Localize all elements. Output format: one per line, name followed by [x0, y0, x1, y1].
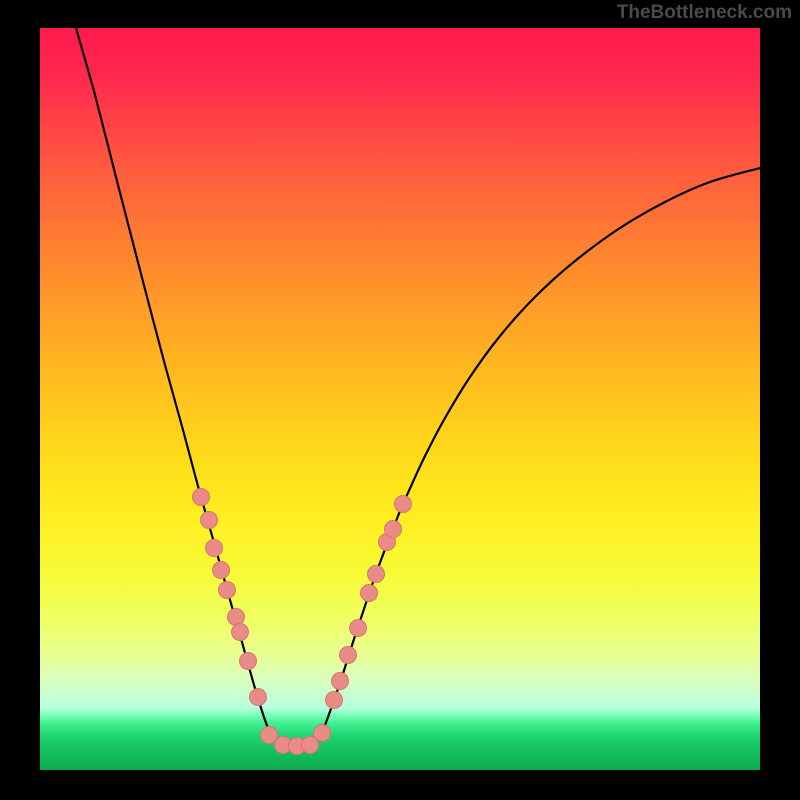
dot-marker [219, 582, 236, 599]
dot-marker [340, 647, 357, 664]
dot-marker [368, 566, 385, 583]
dot-marker [206, 540, 223, 557]
dot-marker [193, 489, 210, 506]
dot-marker [361, 585, 378, 602]
dot-marker [261, 727, 278, 744]
dot-marker [240, 653, 257, 670]
dot-marker [350, 620, 367, 637]
plot-area [0, 0, 800, 800]
bottleneck-curve [76, 28, 760, 746]
dot-marker [232, 624, 249, 641]
dot-marker [228, 609, 245, 626]
border-bottom [0, 770, 800, 800]
dot-marker [385, 521, 402, 538]
watermark-text: TheBottleneck.com [617, 0, 800, 24]
border-left [0, 0, 40, 800]
dot-marker [201, 512, 218, 529]
dot-marker [395, 496, 412, 513]
dot-marker [213, 562, 230, 579]
dot-marker [314, 725, 331, 742]
border-right [760, 0, 800, 800]
dot-marker [250, 689, 267, 706]
dot-marker [332, 673, 349, 690]
dot-marker [326, 692, 343, 709]
